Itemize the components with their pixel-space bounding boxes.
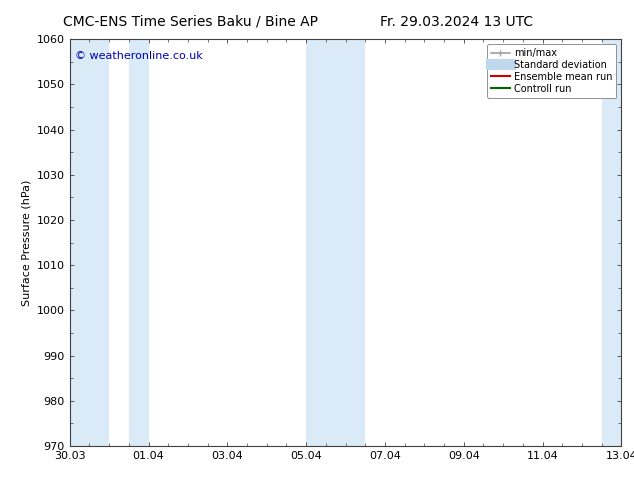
Text: CMC-ENS Time Series Baku / Bine AP: CMC-ENS Time Series Baku / Bine AP [63, 15, 318, 29]
Legend: min/max, Standard deviation, Ensemble mean run, Controll run: min/max, Standard deviation, Ensemble me… [487, 44, 616, 98]
Bar [602, 39, 621, 446]
Bar [70, 39, 109, 446]
Text: Fr. 29.03.2024 13 UTC: Fr. 29.03.2024 13 UTC [380, 15, 533, 29]
Text: © weatheronline.co.uk: © weatheronline.co.uk [75, 51, 203, 61]
Bar [306, 39, 365, 446]
Y-axis label: Surface Pressure (hPa): Surface Pressure (hPa) [21, 179, 31, 306]
Bar [129, 39, 148, 446]
